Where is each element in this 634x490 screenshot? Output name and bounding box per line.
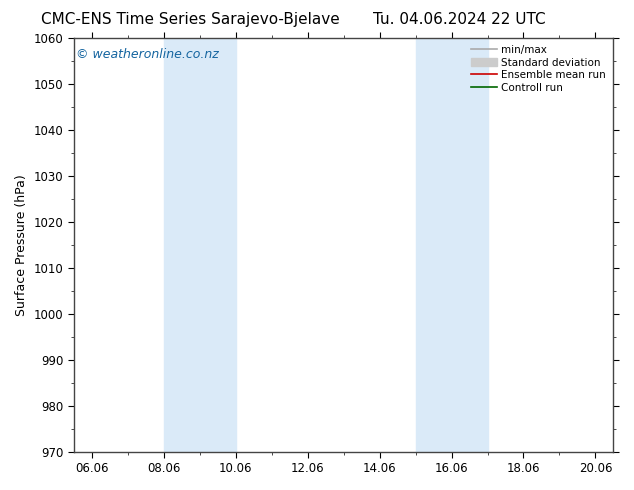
Text: © weatheronline.co.nz: © weatheronline.co.nz (77, 48, 219, 61)
Y-axis label: Surface Pressure (hPa): Surface Pressure (hPa) (15, 174, 28, 316)
Legend: min/max, Standard deviation, Ensemble mean run, Controll run: min/max, Standard deviation, Ensemble me… (469, 43, 608, 95)
Text: CMC-ENS Time Series Sarajevo-Bjelave: CMC-ENS Time Series Sarajevo-Bjelave (41, 12, 340, 27)
Text: Tu. 04.06.2024 22 UTC: Tu. 04.06.2024 22 UTC (373, 12, 546, 27)
Bar (164, 38, 236, 452)
Bar (415, 38, 488, 452)
